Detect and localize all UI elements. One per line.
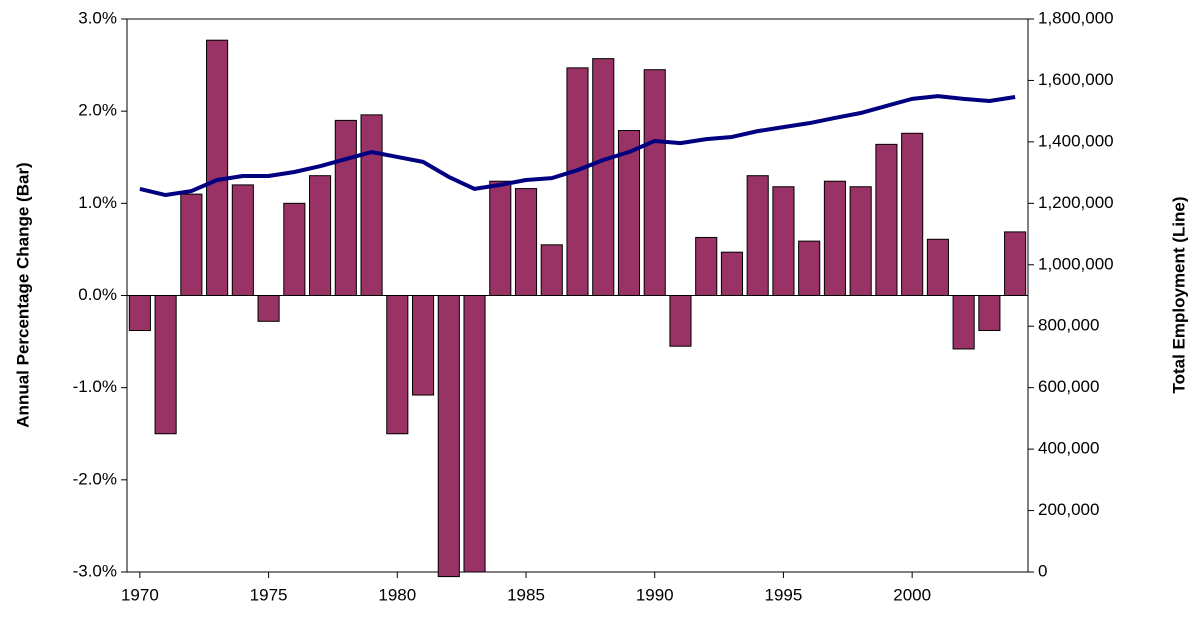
bar bbox=[978, 295, 1001, 332]
bar bbox=[695, 236, 718, 296]
y2-axis-title: Total Employment (Line) bbox=[1169, 196, 1188, 393]
y2-tick-label: 200,000 bbox=[1038, 500, 1099, 519]
bar bbox=[849, 186, 872, 296]
x-tick-label: 1970 bbox=[121, 585, 159, 604]
bar bbox=[180, 193, 203, 296]
bar bbox=[798, 240, 821, 297]
y2-tick-label: 800,000 bbox=[1038, 316, 1099, 335]
x-tick-label: 1980 bbox=[378, 585, 416, 604]
y2-tick-label: 1,000,000 bbox=[1038, 254, 1114, 273]
bar bbox=[283, 202, 306, 296]
bar bbox=[720, 251, 744, 297]
bar bbox=[128, 295, 151, 332]
bar bbox=[669, 295, 692, 347]
y2-tick-label: 1,600,000 bbox=[1038, 70, 1114, 89]
y-tick-label: 0.0% bbox=[78, 285, 117, 304]
y-tick-label: -3.0% bbox=[73, 561, 117, 580]
y-tick-label: -1.0% bbox=[73, 377, 117, 396]
x-tick-label: 1995 bbox=[765, 585, 803, 604]
bar bbox=[540, 244, 563, 296]
x-tick-label: 1985 bbox=[507, 585, 545, 604]
bar bbox=[592, 58, 615, 296]
bar bbox=[901, 132, 924, 296]
bar bbox=[772, 186, 795, 296]
bar bbox=[257, 295, 280, 322]
line bbox=[139, 94, 1016, 198]
bar bbox=[386, 295, 409, 435]
bar bbox=[823, 180, 846, 296]
bar bbox=[206, 39, 229, 296]
bar bbox=[154, 295, 177, 435]
bar bbox=[334, 119, 357, 296]
bar bbox=[566, 67, 589, 297]
y-tick-label: 3.0% bbox=[78, 8, 117, 27]
bar bbox=[875, 143, 898, 296]
bar bbox=[360, 114, 383, 296]
bar bbox=[643, 69, 666, 296]
bar bbox=[926, 238, 949, 297]
y2-tick-label: 1,400,000 bbox=[1038, 131, 1114, 150]
x-tick-label: 2000 bbox=[893, 585, 931, 604]
bar bbox=[463, 295, 486, 573]
x-tick-label: 1975 bbox=[250, 585, 288, 604]
y2-tick-label: 1,800,000 bbox=[1038, 8, 1114, 27]
bar bbox=[514, 188, 538, 296]
bar bbox=[1004, 231, 1027, 296]
y2-tick-label: 400,000 bbox=[1038, 439, 1099, 458]
y-tick-label: 1.0% bbox=[78, 193, 117, 212]
bar bbox=[231, 184, 254, 296]
bar bbox=[309, 175, 332, 296]
y2-tick-label: 0 bbox=[1038, 561, 1047, 580]
y-tick-label: 2.0% bbox=[78, 101, 117, 120]
y2-tick-label: 1,200,000 bbox=[1038, 193, 1114, 212]
bar bbox=[437, 295, 460, 578]
bar bbox=[952, 295, 975, 350]
x-tick-label: 1990 bbox=[636, 585, 674, 604]
y-axis-title: Annual Percentage Change (Bar) bbox=[13, 162, 32, 427]
y2-tick-label: 600,000 bbox=[1038, 377, 1099, 396]
y-tick-label: -2.0% bbox=[73, 469, 117, 488]
bar bbox=[411, 295, 435, 396]
bar bbox=[489, 180, 512, 296]
bar bbox=[746, 175, 769, 296]
